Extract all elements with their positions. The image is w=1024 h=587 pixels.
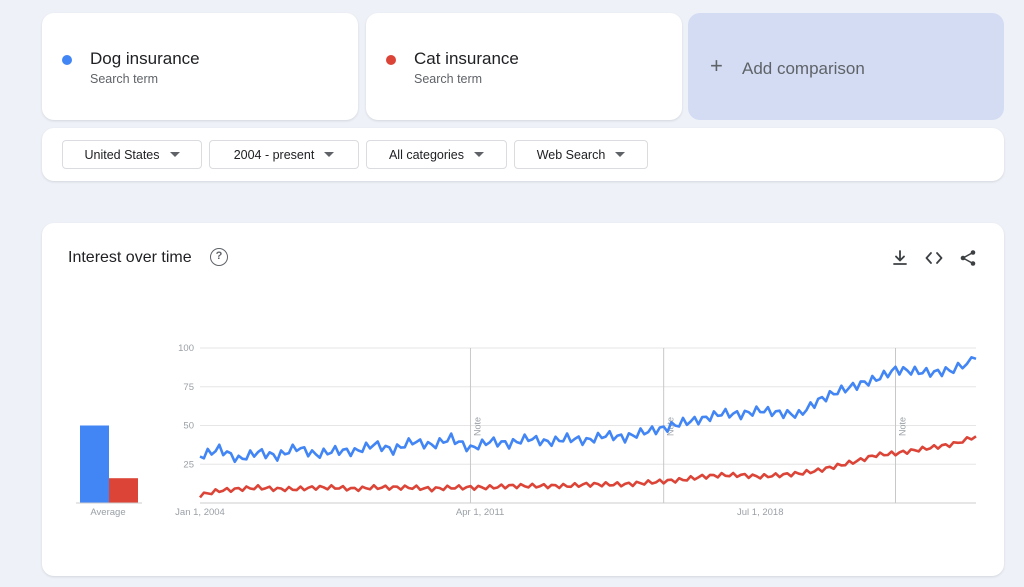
average-bar-cat-insurance bbox=[109, 478, 138, 503]
term-name[interactable]: Dog insurance bbox=[90, 49, 200, 68]
time-range-filter-dropdown[interactable]: 2004 - present bbox=[209, 140, 359, 169]
y-tick-label: 100 bbox=[178, 343, 194, 354]
y-tick-label: 75 bbox=[183, 382, 194, 393]
x-tick-label: Jan 1, 2004 bbox=[175, 507, 225, 518]
search-type-filter-label: Web Search bbox=[536, 147, 606, 162]
caret-down-icon bbox=[474, 152, 485, 157]
search-type-filter-dropdown[interactable]: Web Search bbox=[514, 140, 648, 169]
series-line-dog-insurance bbox=[199, 356, 977, 464]
interest-over-time-card: Interest over time ? 25 50 75 100 Jan 1, 200… bbox=[42, 223, 1004, 576]
category-filter-label: All categories bbox=[388, 147, 465, 162]
interest-chart: 25 50 75 100 Jan 1, 2004 Apr 1, 2011 Jul 1, 20… bbox=[76, 343, 977, 518]
term-card-cat-insurance[interactable]: Cat insurance Search term bbox=[366, 13, 682, 120]
add-comparison-label: Add comparison bbox=[742, 59, 865, 78]
filter-bar: United States 2004 - present All categor… bbox=[42, 128, 1004, 181]
average-bar-dog-insurance bbox=[80, 425, 109, 503]
caret-down-icon bbox=[615, 152, 626, 157]
term-type-label: Search term bbox=[414, 72, 483, 86]
download-icon[interactable] bbox=[890, 248, 910, 268]
series-line-cat-insurance bbox=[198, 435, 977, 499]
plus-icon: + bbox=[710, 53, 723, 78]
note-label: Note bbox=[898, 417, 908, 436]
caret-down-icon bbox=[169, 152, 180, 157]
y-tick-label: 50 bbox=[183, 421, 194, 432]
region-filter-dropdown[interactable]: United States bbox=[62, 140, 202, 169]
average-label: Average bbox=[90, 507, 125, 518]
term-type-label: Search term bbox=[90, 72, 159, 86]
series-color-dot-icon bbox=[386, 55, 396, 65]
chart-title: Interest over time bbox=[68, 249, 192, 266]
time-range-filter-label: 2004 - present bbox=[233, 147, 315, 162]
y-tick-label: 25 bbox=[183, 459, 194, 470]
share-icon[interactable] bbox=[958, 248, 978, 268]
term-name[interactable]: Cat insurance bbox=[414, 49, 519, 68]
note-label: Note bbox=[472, 417, 482, 436]
add-comparison-button[interactable]: + Add comparison bbox=[688, 13, 1004, 120]
region-filter-label: United States bbox=[84, 147, 160, 162]
help-icon[interactable]: ? bbox=[210, 248, 228, 266]
x-tick-label: Jul 1, 2018 bbox=[737, 507, 783, 518]
series-color-dot-icon bbox=[62, 55, 72, 65]
term-card-dog-insurance[interactable]: Dog insurance Search term bbox=[42, 13, 358, 120]
caret-down-icon bbox=[324, 152, 335, 157]
x-tick-label: Apr 1, 2011 bbox=[456, 507, 504, 518]
category-filter-dropdown[interactable]: All categories bbox=[366, 140, 507, 169]
embed-code-icon[interactable] bbox=[924, 248, 944, 268]
